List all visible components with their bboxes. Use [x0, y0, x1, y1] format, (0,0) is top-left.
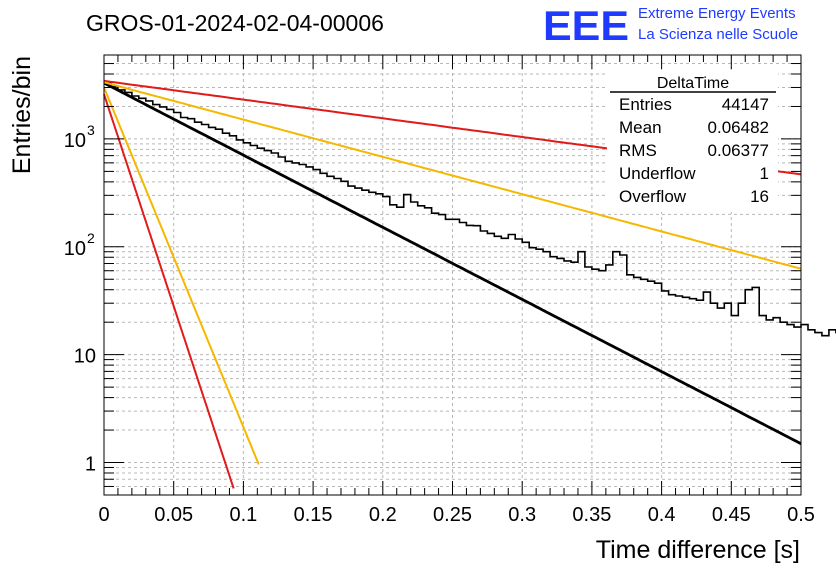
- y-tick-label: 1: [85, 454, 96, 476]
- x-tick-label: 0.35: [572, 504, 611, 526]
- y-tick-label-exponent: 3: [87, 122, 95, 138]
- logo-line-1: Extreme Energy Events: [638, 5, 796, 22]
- stats-row-label: Entries: [619, 95, 672, 114]
- y-tick-label: 10: [64, 130, 86, 152]
- stats-row-label: Overflow: [619, 187, 687, 206]
- stats-title: DeltaTime: [657, 75, 729, 92]
- y-tick-label-exponent: 2: [87, 230, 95, 246]
- x-tick-label: 0.25: [433, 504, 472, 526]
- stats-row-label: Underflow: [619, 164, 696, 183]
- stats-box: DeltaTime Entries 44147 Mean 0.06482 RMS 0.06…: [607, 72, 778, 212]
- stats-box-background: [607, 72, 778, 212]
- x-tick-label: 0.05: [154, 504, 193, 526]
- band-curve: [103, 81, 802, 270]
- y-tick-label: 10: [64, 238, 86, 260]
- stats-row-value: 44147: [722, 95, 769, 114]
- x-tick-label: 0: [98, 504, 109, 526]
- logo-line-2: La Scienza nelle Scuole: [638, 26, 798, 43]
- stats-row-label: Mean: [619, 118, 662, 137]
- histogram-layer: [104, 82, 836, 337]
- stats-row-value: 16: [750, 187, 769, 206]
- axis-ticks: [103, 55, 802, 495]
- grid-lines: [104, 55, 801, 495]
- x-tick-label: 0.2: [369, 504, 397, 526]
- x-tick-label: 0.5: [787, 504, 815, 526]
- eee-logo: EEE: [543, 2, 629, 49]
- x-tick-labels: 0 0.05 0.1 0.15 0.2 0.25 0.3 0.35 0.4 0.45 0.5: [98, 504, 814, 526]
- y-tick-label: 10: [74, 346, 96, 368]
- band-curve: [103, 87, 260, 465]
- x-tick-label: 0.3: [508, 504, 536, 526]
- x-axis-label: Time difference [s]: [596, 536, 800, 564]
- chart-title: GROS-01-2024-02-04-00006: [86, 10, 384, 36]
- histogram-steps: [104, 82, 836, 337]
- y-axis-label: Entries/bin: [8, 56, 36, 174]
- x-tick-label: 0.4: [648, 504, 676, 526]
- stats-row-value: 0.06482: [708, 118, 769, 137]
- x-tick-label: 0.15: [294, 504, 333, 526]
- stats-row-value: 0.06377: [708, 141, 769, 160]
- curves-layer: [103, 79, 802, 489]
- band-curve: [103, 93, 235, 489]
- fit-curve: [103, 81, 802, 445]
- stats-row-value: 1: [760, 164, 769, 183]
- stats-rows: Entries 44147 Mean 0.06482 RMS 0.06377 Underfl…: [619, 95, 769, 206]
- x-tick-label: 0.45: [712, 504, 751, 526]
- x-tick-label: 0.1: [229, 504, 257, 526]
- stats-row-label: RMS: [619, 141, 657, 160]
